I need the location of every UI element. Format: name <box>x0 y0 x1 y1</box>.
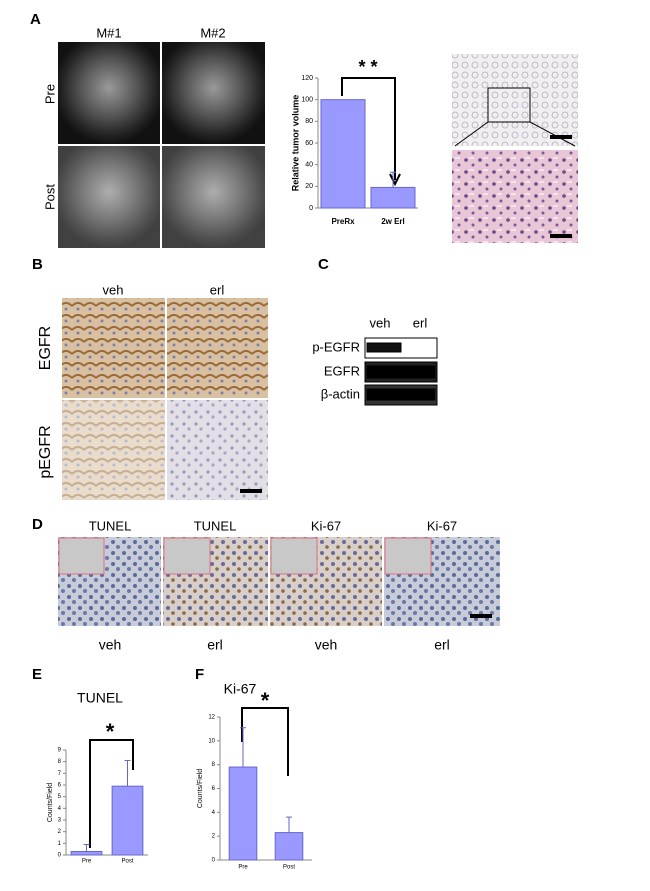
y-tick-label: 80 <box>305 118 313 125</box>
y-tick-label: 0 <box>309 205 313 212</box>
x-tick-label: 2w Erl <box>381 217 405 226</box>
y-tick-label: 12 <box>208 715 215 721</box>
bar <box>70 851 103 856</box>
y-axis-label: Counts/Field <box>47 783 54 822</box>
group-label: veh <box>315 637 338 653</box>
y-tick-label: 40 <box>305 162 313 169</box>
y-tick-label: 8 <box>58 759 62 765</box>
row-label: EGFR <box>37 326 54 370</box>
row-label: p-EGFR <box>312 339 360 354</box>
arrowhead <box>389 173 401 187</box>
y-tick-label: 2 <box>58 829 62 835</box>
column-label: Ki-67 <box>427 518 457 533</box>
x-tick-label: Post <box>121 859 133 865</box>
y-tick-label: 9 <box>58 748 62 754</box>
histology-images <box>452 54 578 243</box>
y-tick-label: 10 <box>208 738 215 744</box>
panel-letter: B <box>32 256 43 273</box>
panel-letter: E <box>32 666 42 683</box>
y-tick-label: 3 <box>58 818 62 824</box>
panel-letter: F <box>195 666 204 683</box>
significance-bracket <box>89 739 134 848</box>
x-tick-label: Pre <box>82 859 92 865</box>
annotation: * * <box>358 57 377 77</box>
y-tick-label: 4 <box>212 810 216 816</box>
group-label: erl <box>434 637 450 653</box>
row-label: pEGFR <box>37 425 54 478</box>
bar <box>274 832 304 861</box>
column-label: M#1 <box>96 25 121 40</box>
ihc-images <box>62 298 268 500</box>
column-label: erl <box>210 282 225 297</box>
row-label: EGFR <box>324 363 360 378</box>
group-label: erl <box>207 637 223 653</box>
bar <box>320 99 366 209</box>
panel-letter: A <box>30 11 41 28</box>
chart-title: Ki-67 <box>224 681 257 697</box>
y-tick-label: 60 <box>305 140 313 147</box>
x-tick-label: PreRx <box>331 217 355 226</box>
row-label: β-actin <box>321 386 360 401</box>
ihc-images <box>58 537 500 626</box>
annotation: * <box>261 688 270 713</box>
y-tick-label: 6 <box>58 783 62 789</box>
column-label: Ki-67 <box>311 518 341 533</box>
x-tick-label: Pre <box>238 865 248 871</box>
y-tick-label: 120 <box>301 75 313 82</box>
y-tick-label: 4 <box>58 806 62 812</box>
bar <box>370 186 416 209</box>
column-label: veh <box>103 282 124 297</box>
row-label: Pre <box>42 84 57 104</box>
row-label: Post <box>42 184 57 210</box>
y-tick-label: 2 <box>212 834 216 840</box>
y-tick-label: 20 <box>305 183 313 190</box>
y-axis-label: Counts/Field <box>197 769 204 808</box>
column-label: veh <box>370 315 391 330</box>
group-label: veh <box>99 637 122 653</box>
column-label: M#2 <box>200 25 225 40</box>
y-axis-label: Relative tumor volume <box>290 95 300 192</box>
x-tick-label: Post <box>283 865 295 871</box>
chart-title: TUNEL <box>77 690 123 706</box>
bar <box>111 785 144 856</box>
annotation: * <box>106 719 115 744</box>
y-tick-label: 5 <box>58 794 62 800</box>
y-tick-label: 0 <box>58 853 62 859</box>
y-tick-label: 100 <box>301 97 313 104</box>
significance-bracket <box>341 77 396 180</box>
y-tick-label: 6 <box>212 786 216 792</box>
column-label: TUNEL <box>194 518 237 533</box>
y-tick-label: 7 <box>58 771 62 777</box>
y-tick-label: 1 <box>58 841 62 847</box>
western-blot <box>364 337 438 406</box>
panel-letter: D <box>32 516 43 533</box>
column-label: TUNEL <box>89 518 132 533</box>
panel-letter: C <box>318 256 329 273</box>
mri-images <box>58 42 265 248</box>
y-tick-label: 0 <box>212 858 216 864</box>
y-tick-label: 8 <box>212 762 216 768</box>
significance-bracket <box>241 707 289 776</box>
column-label: erl <box>413 315 428 330</box>
bar <box>228 766 258 861</box>
